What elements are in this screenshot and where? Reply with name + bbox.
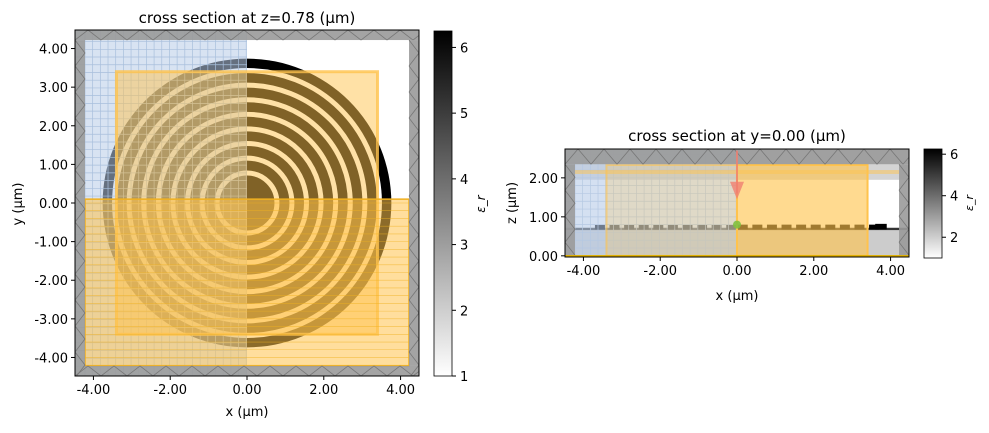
colorbar-tick-label: 6 xyxy=(460,41,468,56)
colorbar1-ticks: 1 2 3 4 5 6 xyxy=(452,41,468,385)
pml-top xyxy=(75,30,419,41)
plot1-title: cross section at z=0.78 (μm) xyxy=(139,9,356,27)
x-tick-label: -2.00 xyxy=(643,264,677,279)
colorbar-tick-label: 1 xyxy=(460,370,468,385)
grating-tooth xyxy=(875,223,887,230)
pml-bottom xyxy=(75,365,419,376)
x-tick-label: -4.00 xyxy=(77,383,111,398)
x-tick-label: 4.00 xyxy=(876,264,905,279)
colorbar-tick-label: 4 xyxy=(460,173,468,188)
plot2-area xyxy=(565,149,909,257)
x-tick-label: -2.00 xyxy=(153,383,187,398)
colorbar2-label: ε_r xyxy=(963,194,976,211)
y-tick-label: 4.00 xyxy=(39,43,68,58)
x-tick-label: 0.00 xyxy=(723,264,752,279)
pml-left-hatch xyxy=(75,39,86,376)
y-tick-label: 3.00 xyxy=(39,81,68,96)
colorbar2 xyxy=(923,148,943,259)
plot1-area xyxy=(75,30,419,376)
symmetry-region xyxy=(565,149,737,257)
y-tick-label: 2.00 xyxy=(529,172,558,187)
y-tick-label: -1.00 xyxy=(34,236,68,251)
substrate-boundary xyxy=(565,255,909,257)
colorbar1-label: ε_r xyxy=(474,194,488,212)
colorbar-tick-label: 2 xyxy=(460,304,468,319)
plot2-title: cross section at y=0.00 (μm) xyxy=(628,127,846,145)
y-tick-label: 0.00 xyxy=(39,197,68,212)
colorbar-tick-label: 5 xyxy=(460,107,468,122)
plot1-xlabel: x (μm) xyxy=(226,405,269,420)
colorbar-tick-label: 6 xyxy=(950,148,958,163)
y-tick-label: -3.00 xyxy=(34,313,68,328)
y-tick-label: -2.00 xyxy=(34,274,68,289)
colorbar-tick-label: 4 xyxy=(950,190,958,205)
pml-left-hatch xyxy=(565,163,576,257)
colorbar1 xyxy=(433,30,453,377)
y-tick-label: -4.00 xyxy=(34,351,68,366)
monitor-grid-lines xyxy=(84,202,410,366)
y-tick-label: 2.00 xyxy=(39,120,68,135)
plot2-xlabel: x (μm) xyxy=(716,289,759,304)
plot1-ticks: -4.00 -2.00 0.00 2.00 4.00 4.00 3.00 2.00 1.00 0.… xyxy=(34,43,415,398)
pml-right xyxy=(899,164,909,257)
y-tick-label: 0.00 xyxy=(529,250,558,265)
plot2-ylabel: z (μm) xyxy=(505,182,520,224)
x-tick-label: 0.00 xyxy=(233,383,262,398)
plot1-ylabel: y (μm) xyxy=(11,183,26,226)
grating-tooth xyxy=(869,224,880,230)
source-arrow-icon xyxy=(730,181,744,200)
pml-left xyxy=(565,164,575,257)
x-tick-label: -4.00 xyxy=(567,264,601,279)
colorbar-tick-label: 3 xyxy=(460,239,468,254)
flux-monitor xyxy=(736,163,869,257)
plot2-ticks: -4.00 -2.00 0.00 2.00 4.00 2.00 1.00 0.00 xyxy=(529,172,905,279)
x-tick-label: 4.00 xyxy=(386,383,415,398)
monitor-lower-half xyxy=(84,198,410,367)
plot-xz-cross-section: cross section at y=0.00 (μm) -4.00 -2.00 0… xyxy=(505,127,976,304)
x-tick-label: 2.00 xyxy=(309,383,338,398)
source-point-icon xyxy=(733,220,741,229)
colorbar-tick-label: 2 xyxy=(950,231,958,246)
plot-xy-cross-section: cross section at z=0.78 (μm) -4.00 -2.00 0… xyxy=(11,9,488,420)
x-tick-label: 2.00 xyxy=(799,264,828,279)
pml-bottom-hatch xyxy=(75,365,419,376)
y-tick-label: 1.00 xyxy=(529,211,558,226)
colorbar2-ticks: 2 4 6 xyxy=(942,148,958,246)
y-tick-label: 1.00 xyxy=(39,158,68,173)
